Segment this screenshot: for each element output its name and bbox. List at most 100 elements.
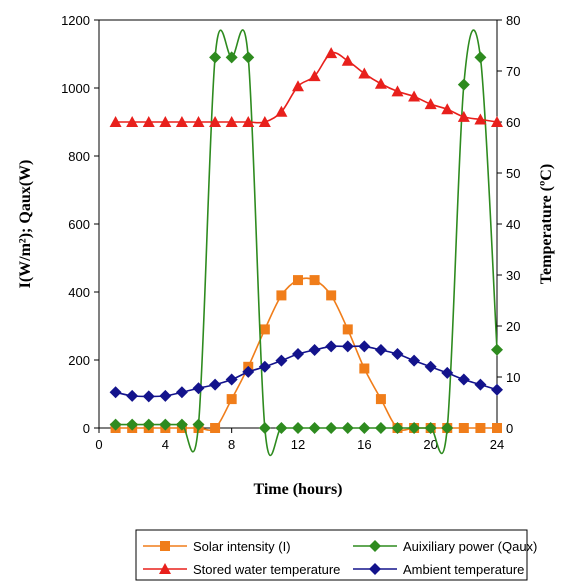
data-point: [275, 354, 288, 367]
data-point: [441, 422, 454, 434]
legend-label: Ambient temperature: [403, 562, 524, 577]
legend-marker: [159, 563, 171, 574]
data-point: [175, 418, 188, 431]
data-point: [259, 324, 270, 335]
data-point: [441, 366, 454, 379]
data-point: [258, 422, 271, 434]
data-point: [258, 116, 271, 127]
data-point: [441, 103, 454, 115]
data-point: [275, 422, 288, 434]
data-point: [293, 275, 303, 286]
legend: Solar intensity (I) Auixiliary power (Qau…: [135, 529, 537, 581]
data-point: [292, 348, 304, 361]
data-point: [358, 340, 371, 353]
data-point: [192, 418, 205, 431]
data-point: [275, 105, 288, 117]
data-point: [457, 110, 470, 122]
data-point: [109, 116, 122, 127]
data-point: [325, 340, 338, 353]
data-point: [408, 354, 421, 367]
data-point: [209, 51, 222, 64]
legend-marker: [369, 563, 381, 575]
data-point: [210, 423, 221, 433]
data-point: [292, 422, 304, 434]
series-stored-water-temperature: [109, 47, 503, 127]
data-point: [258, 360, 271, 373]
data-point: [325, 47, 338, 59]
data-point: [341, 422, 354, 434]
legend-item-auxiliary-power: Auixiliary power (Qaux): [353, 539, 537, 554]
data-point: [491, 116, 503, 127]
legend-marker: [160, 541, 170, 551]
y-right-tick-label: 20: [506, 319, 520, 334]
data-point: [342, 324, 353, 335]
data-point: [375, 394, 386, 405]
legend-label: Solar intensity (I): [193, 539, 291, 554]
data-point: [457, 78, 470, 91]
x-tick-label: 8: [228, 437, 235, 452]
data-point: [359, 363, 370, 374]
data-point: [474, 378, 487, 391]
y-right-tick-label: 80: [506, 13, 520, 28]
y-right-tick-label: 40: [506, 217, 520, 232]
data-point: [209, 116, 222, 127]
data-point: [225, 373, 238, 386]
data-point: [492, 423, 502, 433]
data-point: [325, 422, 338, 434]
data-point: [474, 51, 487, 64]
x-tick-label: 0: [95, 437, 102, 452]
series-line: [115, 51, 498, 124]
axes: 0 4 8 12 16 20 2402004006008001000120001020304…: [61, 13, 520, 452]
data-point: [424, 98, 437, 110]
data-point: [309, 275, 320, 286]
data-point: [225, 116, 238, 127]
data-point: [308, 422, 321, 434]
series-ambient-temperature: [109, 340, 503, 403]
data-point: [242, 365, 255, 378]
data-point: [226, 394, 237, 405]
data-point: [374, 77, 387, 89]
series-line: [115, 29, 498, 457]
legend-box: [135, 529, 528, 581]
series-solar-intensity: [110, 275, 502, 433]
data-point: [159, 116, 172, 127]
y-right-tick-label: 70: [506, 64, 520, 79]
y-left-tick-label: 1000: [61, 81, 90, 96]
series-line: [115, 277, 497, 431]
y-left-tick-label: 200: [68, 353, 90, 368]
data-point: [192, 382, 205, 395]
data-point: [308, 70, 321, 82]
y-right-tick-label: 0: [506, 421, 513, 436]
y-left-tick-label: 1200: [61, 13, 90, 28]
data-point: [126, 389, 139, 402]
data-point: [142, 390, 155, 403]
y-right-tick-label: 10: [506, 370, 520, 385]
data-point: [326, 290, 337, 301]
y-right-tick-label: 30: [506, 268, 520, 283]
y-axis-right-title: Temperature (ºC): [538, 164, 555, 284]
data-point: [159, 418, 172, 431]
legend-item-ambient-temperature: Ambient temperature: [353, 562, 524, 577]
legend-marker: [369, 540, 381, 552]
data-point: [474, 113, 487, 125]
data-point: [308, 343, 321, 356]
x-axis-title: Time (hours): [253, 481, 342, 498]
data-point: [192, 116, 205, 127]
data-point: [142, 116, 155, 127]
legend-label: Auixiliary power (Qaux): [403, 539, 537, 554]
data-point: [292, 80, 304, 92]
data-point: [457, 373, 470, 386]
x-tick-label: 16: [357, 437, 371, 452]
data-point: [424, 422, 437, 434]
data-point: [391, 85, 404, 97]
data-point: [142, 418, 155, 431]
data-point: [374, 343, 387, 356]
data-point: [175, 386, 188, 399]
y-right-tick-label: 50: [506, 166, 520, 181]
data-point: [341, 54, 354, 66]
data-point: [242, 51, 255, 64]
x-tick-label: 24: [490, 437, 504, 452]
data-point: [209, 378, 222, 391]
series-auxiliary-power: [109, 29, 503, 457]
